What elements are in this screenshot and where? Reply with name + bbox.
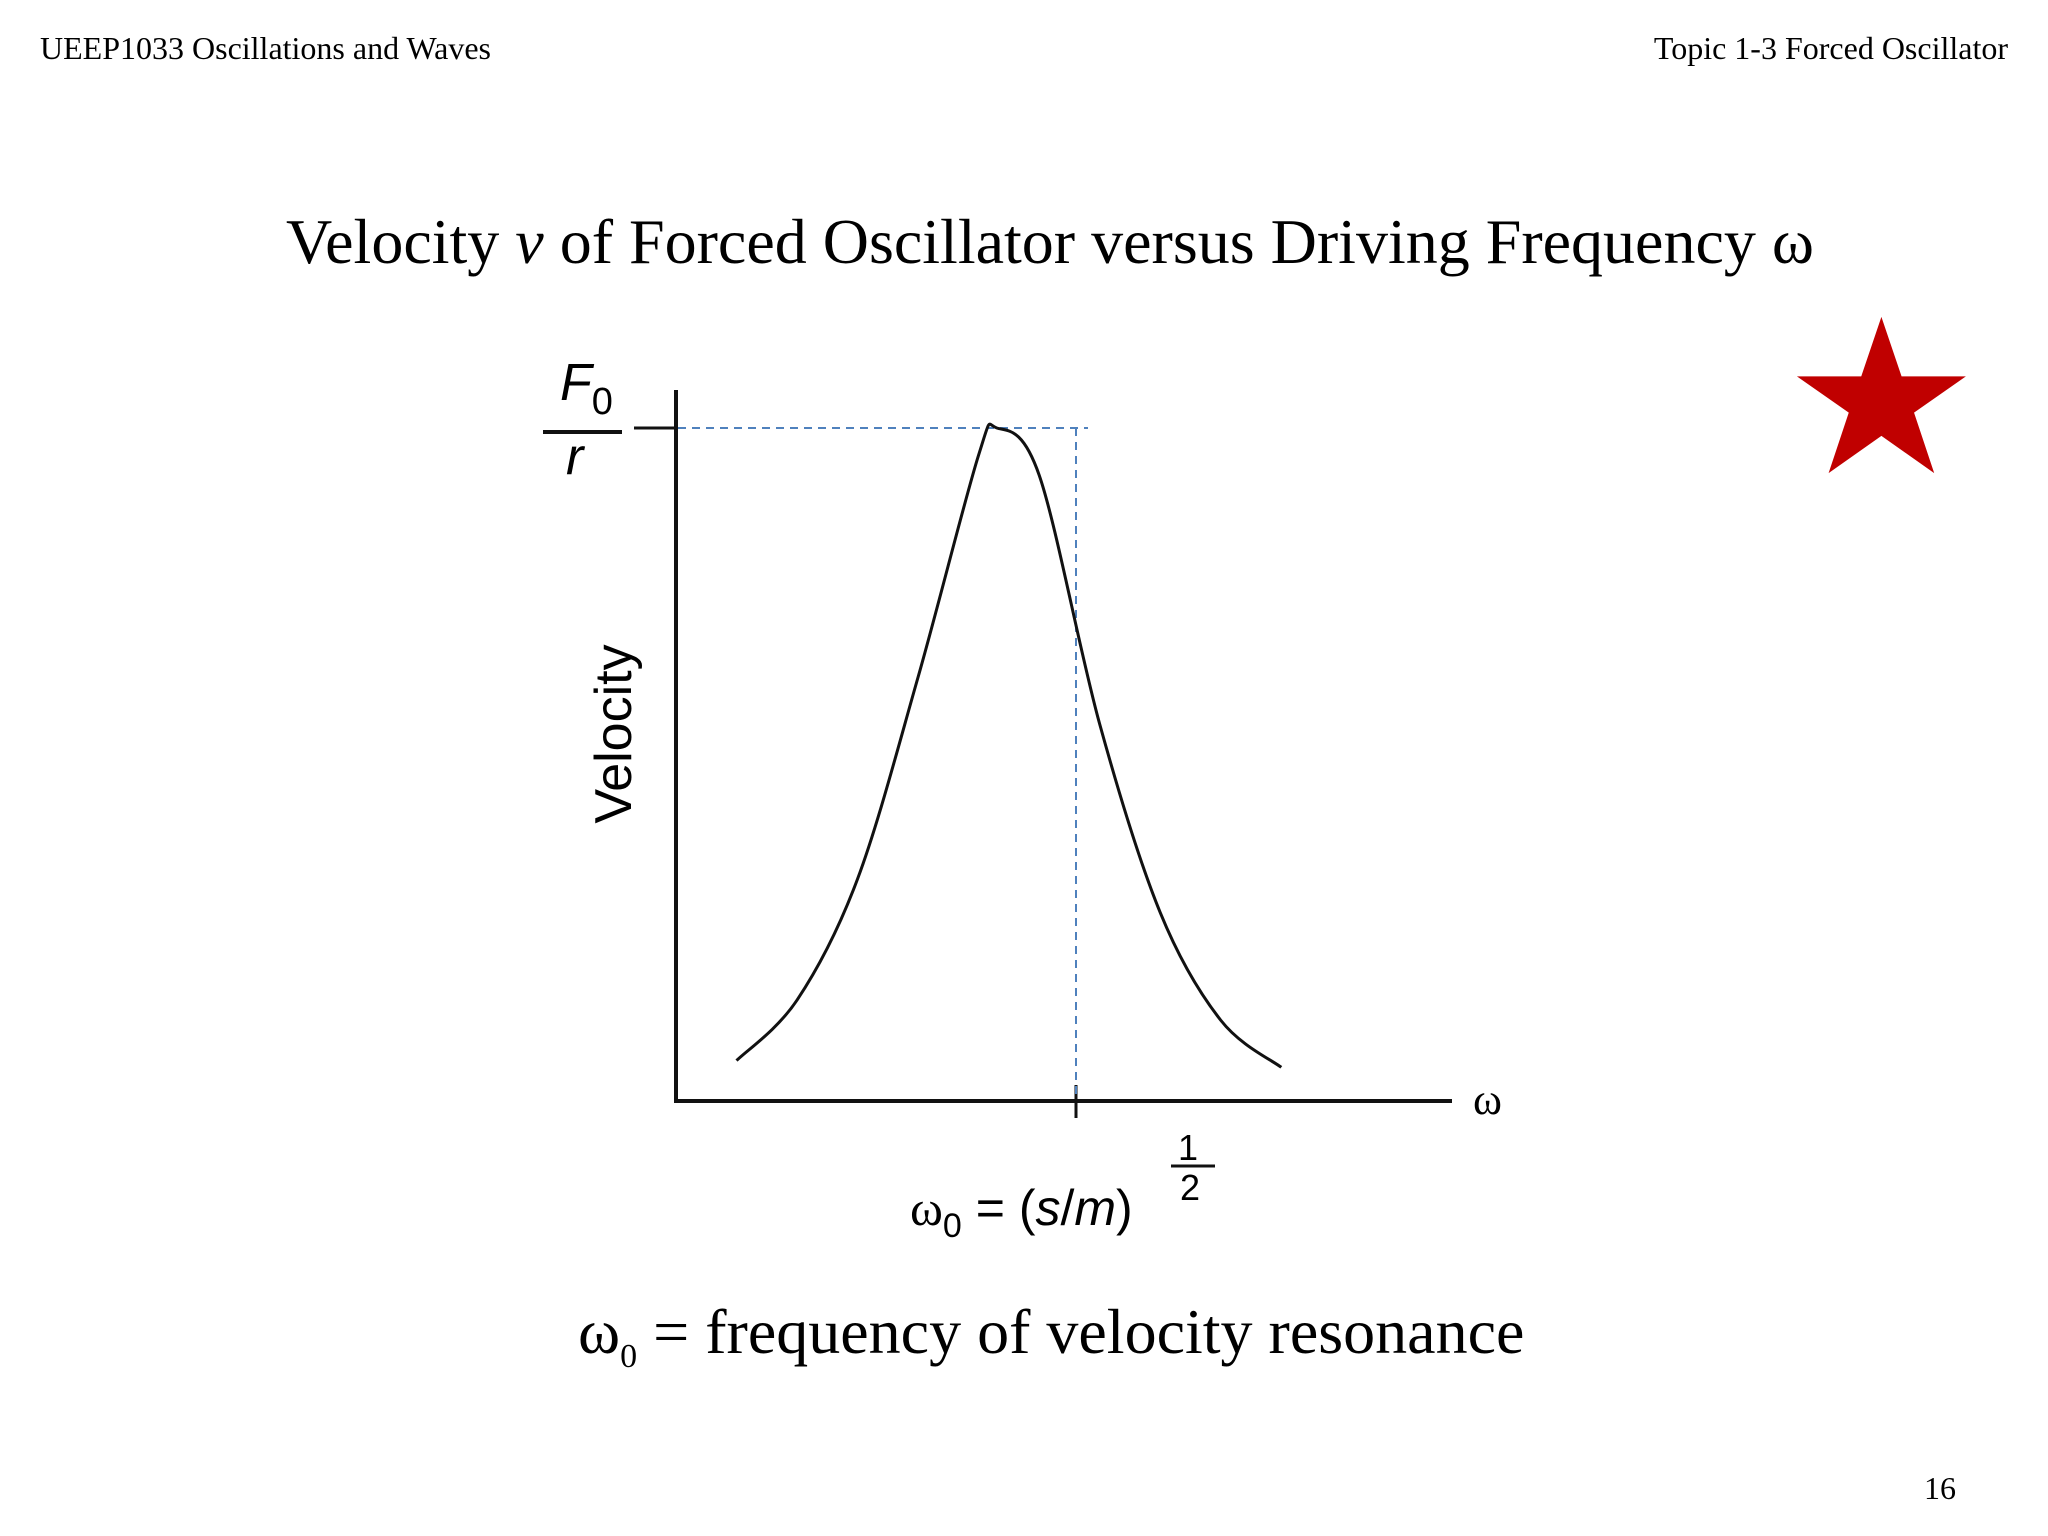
- page-number: 16: [1924, 1470, 1956, 1506]
- x-axis-label: ω: [1473, 1075, 1502, 1124]
- title-part1: Velocity: [286, 206, 516, 277]
- y-axis-label: Velocity: [585, 644, 643, 823]
- star-icon: [1796, 316, 1966, 474]
- caption-subscript: 0: [620, 1337, 638, 1375]
- y-max-label-numerator: F0: [560, 354, 613, 423]
- course-title: UEEP1033 Oscillations and Waves: [40, 30, 491, 66]
- slide-title: Velocity v of Forced Oscillator versus D…: [0, 205, 2048, 279]
- caption-text: = frequency of velocity resonance: [637, 1296, 1525, 1367]
- resonance-caption: ω0 = frequency of velocity resonance: [578, 1295, 1524, 1376]
- resonance-formula: ω0 = (s/m): [910, 1180, 1133, 1245]
- y-max-label-denominator: r: [566, 428, 586, 486]
- exponent-numerator: 1: [1178, 1127, 1198, 1168]
- exponent-denominator: 2: [1180, 1167, 1200, 1208]
- data-points: [735, 426, 1284, 1069]
- topic-title: Topic 1-3 Forced Oscillator: [1653, 30, 2008, 66]
- caption-symbol: ω: [578, 1296, 621, 1367]
- title-variable: v: [515, 206, 544, 277]
- title-part2: of Forced Oscillator versus Driving Freq…: [543, 206, 1814, 277]
- star-shape: [1796, 316, 1966, 474]
- velocity-curve: [735, 422, 1283, 1069]
